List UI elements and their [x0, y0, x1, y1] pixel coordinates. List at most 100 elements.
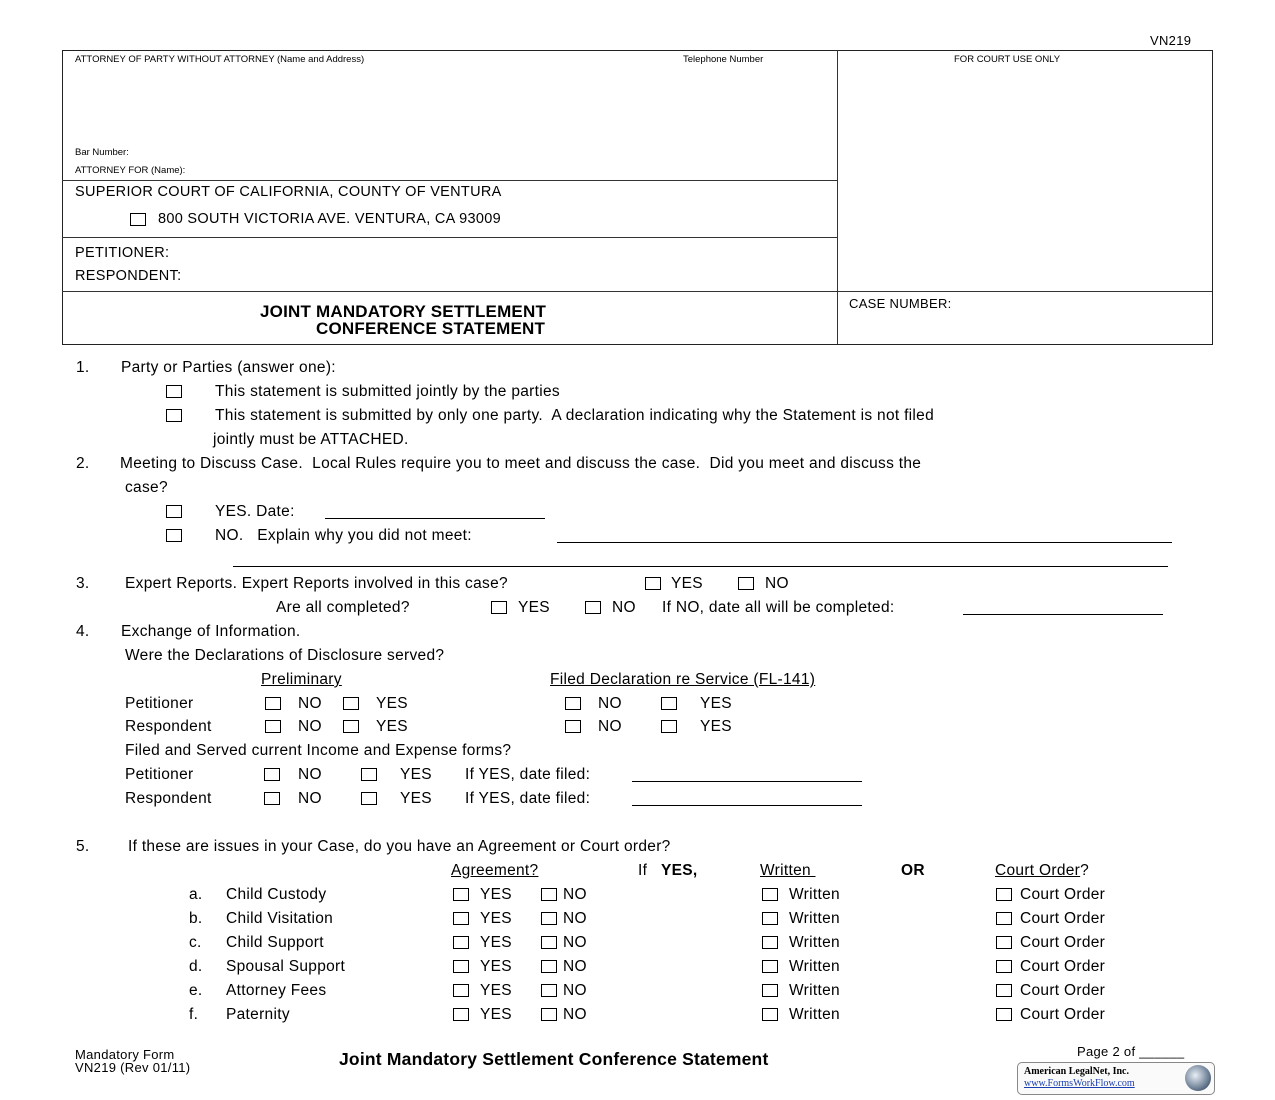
yes-label: YES [480, 1006, 512, 1023]
court-order-checkbox[interactable] [996, 936, 1012, 949]
court-order-checkbox[interactable] [996, 960, 1012, 973]
met-yes-label: YES. Date: [215, 503, 295, 520]
disclosure-question: Were the Declarations of Disclosure serv… [125, 647, 445, 664]
resp-filed-no-checkbox[interactable] [565, 720, 581, 733]
yes-label: YES [480, 982, 512, 999]
no-label: NO [563, 982, 587, 999]
written-checkbox[interactable] [762, 1008, 778, 1021]
issue-letter: c. [189, 934, 202, 951]
no-label: NO [298, 695, 322, 712]
yes-label: YES [376, 718, 408, 735]
expert-reports-question: Expert Reports. Expert Reports involved … [125, 575, 508, 592]
resp-date-filed-field[interactable] [632, 805, 862, 806]
agreement-no-checkbox[interactable] [541, 984, 557, 997]
section5-number: 5. [76, 838, 90, 855]
agreement-yes-checkbox[interactable] [453, 984, 469, 997]
court-order-checkbox[interactable] [996, 1008, 1012, 1021]
jointly-submitted-checkbox[interactable] [166, 385, 182, 398]
yes-label: YES [480, 910, 512, 927]
expert-yes-label: YES [671, 575, 703, 592]
court-order-header-text: Court Order [995, 862, 1081, 879]
resp-income-no-checkbox[interactable] [264, 792, 280, 805]
written-checkbox[interactable] [762, 888, 778, 901]
agreement-yes-checkbox[interactable] [453, 888, 469, 901]
section5-question: If these are issues in your Case, do you… [128, 838, 671, 855]
pet-prelim-no-checkbox[interactable] [265, 697, 281, 710]
met-no-checkbox[interactable] [166, 529, 182, 542]
no-label: NO [563, 910, 587, 927]
section3-number: 3. [76, 575, 90, 592]
section4-number: 4. [76, 623, 90, 640]
resp-prelim-no-checkbox[interactable] [265, 720, 281, 733]
logo-company: American LegalNet, Inc. [1024, 1066, 1129, 1077]
agreement-no-checkbox[interactable] [541, 936, 557, 949]
agreement-yes-checkbox[interactable] [453, 936, 469, 949]
resp-income-yes-checkbox[interactable] [361, 792, 377, 805]
court-address: 800 SOUTH VICTORIA AVE. VENTURA, CA 9300… [158, 211, 501, 227]
written-checkbox[interactable] [762, 936, 778, 949]
resp-filed-yes-checkbox[interactable] [661, 720, 677, 733]
globe-icon [1185, 1065, 1211, 1091]
yes-label: YES [400, 790, 432, 807]
written-checkbox[interactable] [762, 912, 778, 925]
court-order-label: Court Order [1020, 982, 1106, 999]
court-address-checkbox[interactable] [130, 213, 146, 226]
completed-no-checkbox[interactable] [585, 601, 601, 614]
met-yes-checkbox[interactable] [166, 505, 182, 518]
expert-yes-checkbox[interactable] [645, 577, 661, 590]
written-label: Written [789, 886, 840, 903]
yes-label: YES [480, 934, 512, 951]
mandatory-form-label: Mandatory Form [75, 1047, 175, 1062]
agreement-no-checkbox[interactable] [541, 888, 557, 901]
agreement-no-checkbox[interactable] [541, 912, 557, 925]
issue-letter: b. [189, 910, 203, 927]
completed-yes-checkbox[interactable] [491, 601, 507, 614]
one-party-label: This statement is submitted by only one … [215, 407, 935, 424]
footer-title: Joint Mandatory Settlement Conference St… [339, 1049, 769, 1069]
logo-url[interactable]: www.FormsWorkFlow.com [1024, 1078, 1135, 1089]
no-label: NO [598, 695, 622, 712]
agreement-yes-checkbox[interactable] [453, 912, 469, 925]
court-order-header: Court Order? [995, 862, 1089, 880]
divider [62, 291, 1212, 292]
court-order-checkbox[interactable] [996, 888, 1012, 901]
pet-income-yes-checkbox[interactable] [361, 768, 377, 781]
pet-date-filed-field[interactable] [632, 781, 862, 782]
written-label: Written [789, 1006, 840, 1023]
explain-field[interactable] [557, 542, 1172, 543]
form-id: VN219 [1150, 33, 1192, 48]
pet-filed-no-checkbox[interactable] [565, 697, 581, 710]
income-petitioner-label: Petitioner [125, 766, 194, 783]
written-checkbox[interactable] [762, 984, 778, 997]
agreement-yes-checkbox[interactable] [453, 960, 469, 973]
pet-prelim-yes-checkbox[interactable] [343, 697, 359, 710]
court-order-label: Court Order [1020, 1006, 1106, 1023]
court-use-label: FOR COURT USE ONLY [954, 54, 1061, 65]
written-label: Written [789, 910, 840, 927]
no-label: NO [298, 790, 322, 807]
pet-income-no-checkbox[interactable] [264, 768, 280, 781]
bar-number-label: Bar Number: [75, 147, 129, 158]
jointly-submitted-label: This statement is submitted jointly by t… [215, 383, 560, 400]
issue-label: Child Custody [226, 886, 327, 903]
court-order-label: Court Order [1020, 886, 1106, 903]
court-order-checkbox[interactable] [996, 912, 1012, 925]
meeting-date-field[interactable] [325, 518, 545, 519]
court-order-checkbox[interactable] [996, 984, 1012, 997]
one-party-checkbox[interactable] [166, 409, 182, 422]
resp-prelim-yes-checkbox[interactable] [343, 720, 359, 733]
pet-filed-yes-checkbox[interactable] [661, 697, 677, 710]
completed-yes-label: YES [518, 599, 550, 616]
agreement-no-checkbox[interactable] [541, 960, 557, 973]
written-checkbox[interactable] [762, 960, 778, 973]
explain-field-line2[interactable] [233, 566, 1168, 567]
agreement-yes-checkbox[interactable] [453, 1008, 469, 1021]
disclosure-respondent-label: Respondent [125, 718, 212, 735]
agreement-no-checkbox[interactable] [541, 1008, 557, 1021]
section1-number: 1. [76, 359, 90, 376]
completion-date-field[interactable] [963, 614, 1163, 615]
one-party-label-cont: jointly must be ATTACHED. [213, 431, 409, 448]
yes-label: YES [400, 766, 432, 783]
expert-no-checkbox[interactable] [738, 577, 754, 590]
